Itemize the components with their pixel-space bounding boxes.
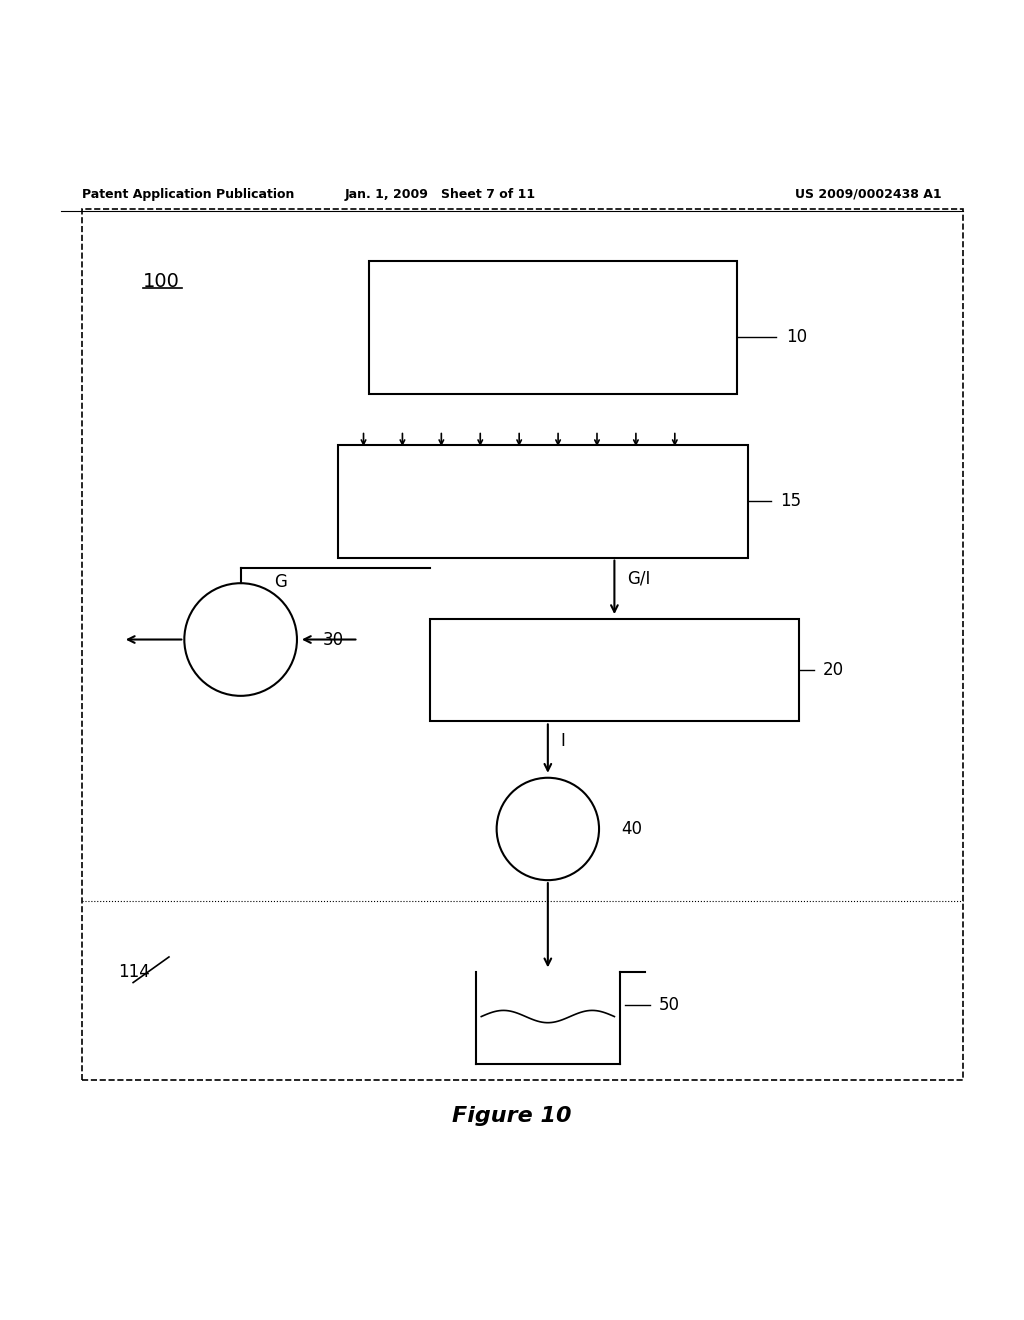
Text: 50: 50 [658, 995, 680, 1014]
Text: G/I: G/I [627, 570, 650, 587]
Bar [82, 210, 963, 1080]
Bar [338, 445, 748, 557]
Text: 30: 30 [323, 631, 344, 648]
Text: Figure 10: Figure 10 [453, 1106, 571, 1126]
Bar [430, 619, 799, 722]
Text: G: G [274, 573, 288, 591]
Bar [369, 260, 737, 393]
Text: 15: 15 [780, 492, 802, 511]
Circle shape [497, 777, 599, 880]
Text: I: I [560, 731, 565, 750]
Text: 100: 100 [143, 272, 180, 290]
Circle shape [184, 583, 297, 696]
Text: 10: 10 [786, 329, 808, 346]
Text: Patent Application Publication: Patent Application Publication [82, 187, 294, 201]
Text: 114: 114 [118, 964, 150, 981]
Text: 20: 20 [822, 661, 844, 680]
Text: Jan. 1, 2009   Sheet 7 of 11: Jan. 1, 2009 Sheet 7 of 11 [345, 187, 536, 201]
Text: 40: 40 [622, 820, 643, 838]
Text: US 2009/0002438 A1: US 2009/0002438 A1 [796, 187, 942, 201]
